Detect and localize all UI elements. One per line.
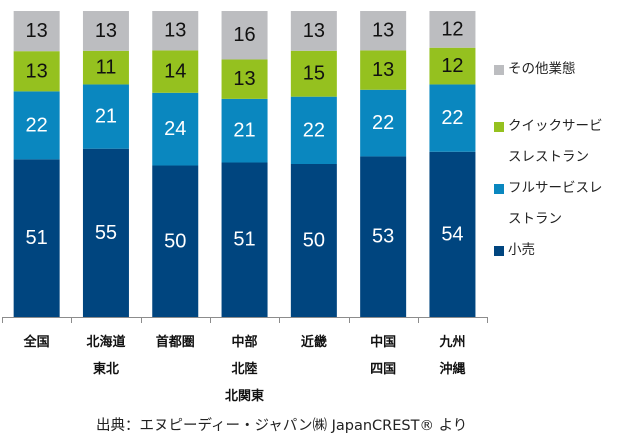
legend-label: フルサービスレ	[508, 180, 603, 196]
category-label: 中部	[232, 334, 258, 350]
bar-segment	[13, 159, 60, 317]
data-label: 12	[441, 18, 463, 40]
bar-segment	[13, 91, 60, 160]
bar-segment	[360, 50, 407, 90]
data-label: 13	[303, 20, 325, 42]
category-label: 北海道	[86, 334, 125, 350]
bar-segment	[152, 11, 199, 51]
category-label: 首都圏	[156, 334, 195, 350]
bar-segment	[221, 11, 268, 60]
bar-segment	[221, 162, 268, 317]
data-label: 13	[372, 20, 394, 42]
data-label: 14	[164, 61, 186, 83]
bar-segment	[290, 11, 337, 51]
category-label: 北陸	[232, 361, 258, 377]
legend-label: クイックサービ	[508, 118, 603, 134]
bar-segment	[13, 11, 60, 52]
legend: その他業態 クイックサービ スレストラン フルサービスレ ストラン 小売	[494, 54, 618, 266]
data-label: 22	[441, 107, 463, 129]
bar-segment	[82, 11, 129, 51]
data-label: 54	[441, 223, 463, 245]
bar-segment	[152, 165, 199, 317]
data-label: 13	[233, 68, 255, 90]
bar-segment	[360, 11, 407, 51]
category-label: 沖縄	[439, 361, 465, 377]
data-label: 21	[233, 120, 255, 142]
legend-label: 小売	[508, 242, 535, 258]
legend-swatch-icon	[494, 184, 504, 194]
data-label: 22	[303, 119, 325, 141]
data-label: 15	[303, 63, 325, 85]
source-note: 出典：エヌピーディー・ジャパン㈱ JapanCREST® より	[96, 418, 468, 434]
x-axis	[2, 317, 488, 323]
data-label: 55	[95, 222, 117, 244]
category-label: 九州	[438, 335, 465, 350]
bar-segment	[221, 59, 268, 99]
category-label: 全国	[23, 334, 50, 350]
data-label: 13	[164, 20, 186, 42]
data-label: 12	[441, 55, 463, 77]
category-label: 東北	[93, 361, 119, 377]
bar-segment	[290, 164, 337, 317]
data-label: 21	[95, 106, 117, 128]
bar-segment	[360, 89, 407, 157]
legend-item-full-service: フルサービスレ ストラン	[494, 173, 618, 235]
legend-swatch-icon	[494, 246, 504, 256]
data-label: 53	[372, 226, 394, 248]
legend-item-quick-service: クイックサービ スレストラン	[494, 111, 618, 173]
category-label: 四国	[370, 362, 396, 377]
legend-label: その他業態	[508, 61, 576, 77]
legend-label: ストラン	[508, 211, 562, 227]
bar-segment	[429, 11, 476, 48]
data-label: 13	[26, 60, 48, 82]
bar-segment	[290, 50, 337, 97]
data-label: 51	[233, 229, 255, 251]
bar-segment	[429, 151, 476, 317]
legend-label: スレストラン	[508, 149, 589, 165]
category-label: 中国	[370, 334, 396, 350]
data-label: 24	[164, 118, 186, 140]
data-label: 51	[26, 227, 48, 249]
bar-segment	[429, 47, 476, 85]
category-label: 近畿	[301, 334, 327, 350]
bar-segment	[152, 50, 199, 93]
data-label: 22	[26, 114, 48, 136]
data-label: 50	[303, 230, 325, 252]
category-label: 北関東	[225, 388, 264, 404]
bar-segment	[429, 84, 476, 152]
bar-segment	[290, 96, 337, 164]
bars-group: 51 22 13 13 55 21 11 13 50 24 14 13 51 21 13 16 50 22 15 13…	[13, 11, 476, 317]
legend-item-retail: 小売	[494, 235, 618, 266]
bar-segment	[82, 148, 129, 317]
data-label: 22	[372, 112, 394, 134]
bar-segment	[221, 98, 268, 163]
data-label: 11	[96, 57, 117, 79]
bar-segment	[360, 156, 407, 317]
legend-swatch-icon	[494, 122, 504, 132]
data-label: 50	[164, 230, 186, 252]
data-label: 13	[372, 59, 394, 81]
bar-segment	[82, 50, 129, 85]
bar-segment	[82, 84, 129, 149]
data-label: 13	[95, 20, 117, 42]
data-label: 16	[233, 24, 255, 46]
legend-item-other: その他業態	[494, 54, 618, 85]
data-label: 13	[26, 20, 48, 42]
bar-segment	[152, 92, 199, 166]
bar-segment	[13, 51, 60, 92]
legend-swatch-icon	[494, 65, 504, 75]
